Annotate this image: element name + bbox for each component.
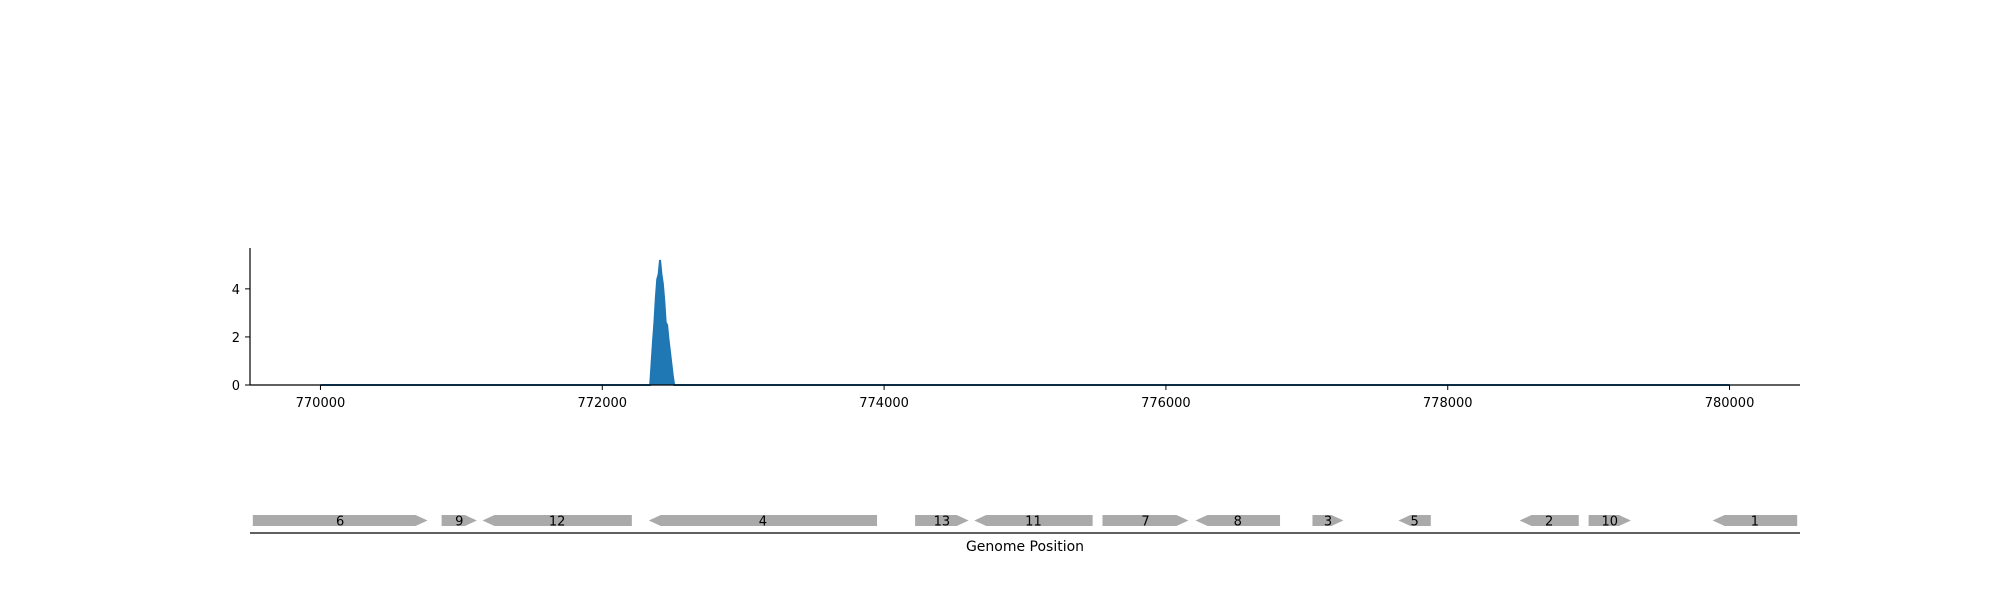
gene-label-10: 10 [1601, 515, 1618, 530]
gene-label-13: 13 [934, 515, 951, 530]
gene-arrow-10 [1588, 515, 1631, 526]
gene-arrow-11 [974, 515, 1093, 526]
y-tick-label: 4 [232, 283, 240, 298]
gene-label-2: 2 [1545, 515, 1553, 530]
x-tick-label: 772000 [577, 396, 627, 411]
coverage-series [320, 259, 1730, 386]
gene-label-12: 12 [549, 515, 566, 530]
x-tick-label: 780000 [1705, 396, 1755, 411]
x-axis-ticks: 770000 772000 774000 776000 778000 780000 [296, 385, 1755, 411]
gene-label-7: 7 [1141, 515, 1149, 530]
x-axis-label: Genome Position [966, 539, 1084, 555]
gene-arrow-5 [1398, 515, 1431, 526]
gene-track: 6 9 12 4 13 11 7 8 3 5 2 10 1 Genome Position [250, 515, 1800, 555]
gene-label-4: 4 [759, 515, 767, 530]
gene-label-9: 9 [455, 515, 463, 530]
x-tick-label: 770000 [296, 396, 346, 411]
x-tick-label: 778000 [1423, 396, 1473, 411]
gene-arrow-3 [1312, 515, 1344, 526]
y-axis-ticks: 0 2 4 [232, 283, 250, 394]
gene-label-1: 1 [1751, 515, 1759, 530]
gene-arrow-13 [915, 515, 969, 526]
gene-arrow-4 [648, 515, 878, 526]
coverage-area-0 [320, 260, 1730, 385]
gene-label-11: 11 [1025, 515, 1042, 530]
x-tick-label: 776000 [1141, 396, 1191, 411]
y-tick-label: 0 [232, 379, 240, 394]
gene-arrow-8 [1195, 515, 1281, 526]
gene-arrows: 6 9 12 4 13 11 7 8 3 5 2 10 1 [252, 515, 1798, 530]
coverage-plot: 770000 772000 774000 776000 778000 780000 0 2 4 [232, 248, 1800, 411]
gene-label-6: 6 [336, 515, 344, 530]
x-tick-label: 774000 [859, 396, 909, 411]
coverage-line-0 [320, 259, 1730, 386]
gene-arrow-7 [1102, 515, 1189, 526]
gene-label-5: 5 [1410, 515, 1418, 530]
gene-arrow-6 [252, 515, 428, 526]
gene-arrow-1 [1712, 515, 1798, 526]
gene-label-3: 3 [1324, 515, 1332, 530]
gene-arrow-12 [482, 515, 632, 526]
y-tick-label: 2 [232, 331, 240, 346]
gene-label-8: 8 [1234, 515, 1242, 530]
gene-arrow-2 [1519, 515, 1579, 526]
gene-arrow-9 [441, 515, 477, 526]
